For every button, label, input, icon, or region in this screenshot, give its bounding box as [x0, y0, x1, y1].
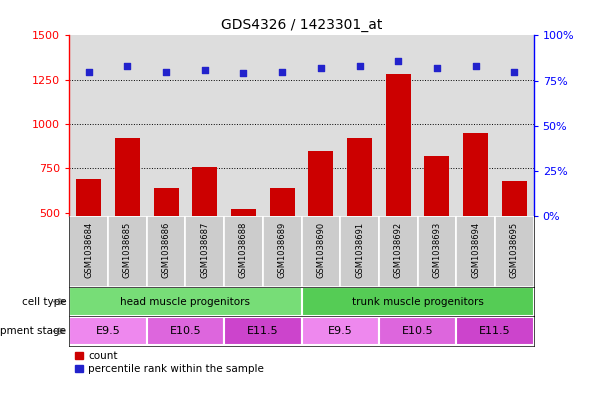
FancyBboxPatch shape	[456, 317, 534, 345]
Text: E11.5: E11.5	[247, 326, 279, 336]
FancyBboxPatch shape	[69, 287, 302, 316]
Bar	[463, 133, 488, 216]
Text: E10.5: E10.5	[169, 326, 201, 336]
Point	[471, 63, 481, 69]
Text: GSM1038690: GSM1038690	[317, 222, 326, 278]
FancyBboxPatch shape	[69, 216, 108, 287]
Text: E10.5: E10.5	[402, 326, 434, 336]
Text: GSM1038686: GSM1038686	[162, 222, 171, 278]
Text: GSM1038689: GSM1038689	[277, 222, 286, 278]
FancyBboxPatch shape	[302, 216, 340, 287]
Point	[239, 70, 248, 77]
Text: GSM1038688: GSM1038688	[239, 222, 248, 278]
Text: GSM1038687: GSM1038687	[200, 222, 209, 278]
FancyBboxPatch shape	[302, 287, 534, 316]
Text: GSM1038692: GSM1038692	[394, 222, 403, 278]
Text: E9.5: E9.5	[328, 326, 353, 336]
Text: E11.5: E11.5	[479, 326, 511, 336]
Bar	[425, 156, 449, 216]
FancyBboxPatch shape	[340, 216, 379, 287]
Text: trunk muscle progenitors: trunk muscle progenitors	[352, 297, 484, 307]
Text: GSM1038691: GSM1038691	[355, 222, 364, 278]
Text: GSM1038693: GSM1038693	[432, 222, 441, 278]
Bar	[76, 179, 101, 216]
FancyBboxPatch shape	[186, 216, 224, 287]
Point	[432, 65, 442, 71]
Bar	[347, 138, 372, 216]
FancyBboxPatch shape	[456, 216, 495, 287]
Point	[277, 68, 287, 75]
Bar	[502, 181, 527, 216]
Point	[200, 66, 210, 73]
Text: head muscle progenitors: head muscle progenitors	[121, 297, 250, 307]
Text: GSM1038684: GSM1038684	[84, 222, 93, 278]
Text: E9.5: E9.5	[96, 326, 121, 336]
Bar	[192, 167, 217, 216]
Text: GSM1038685: GSM1038685	[123, 222, 132, 278]
Text: GSM1038694: GSM1038694	[471, 222, 480, 278]
Text: development stage: development stage	[0, 326, 66, 336]
Title: GDS4326 / 1423301_at: GDS4326 / 1423301_at	[221, 18, 382, 31]
Point	[316, 65, 326, 71]
Point	[161, 68, 171, 75]
FancyBboxPatch shape	[302, 317, 379, 345]
Point	[122, 63, 132, 69]
FancyBboxPatch shape	[224, 216, 263, 287]
FancyBboxPatch shape	[379, 317, 456, 345]
Text: cell type: cell type	[22, 297, 66, 307]
Point	[393, 57, 403, 64]
Bar	[115, 138, 140, 216]
Point	[355, 63, 364, 69]
Text: GSM1038695: GSM1038695	[510, 222, 519, 278]
Bar	[386, 74, 411, 216]
Point	[84, 68, 93, 75]
FancyBboxPatch shape	[108, 216, 147, 287]
Bar	[308, 151, 333, 216]
FancyBboxPatch shape	[147, 216, 186, 287]
FancyBboxPatch shape	[379, 216, 417, 287]
Legend: count, percentile rank within the sample: count, percentile rank within the sample	[75, 351, 264, 374]
FancyBboxPatch shape	[147, 317, 224, 345]
FancyBboxPatch shape	[69, 317, 147, 345]
FancyBboxPatch shape	[417, 216, 456, 287]
FancyBboxPatch shape	[495, 216, 534, 287]
Bar	[270, 188, 295, 216]
Bar	[154, 188, 178, 216]
FancyBboxPatch shape	[224, 317, 302, 345]
FancyBboxPatch shape	[263, 216, 302, 287]
Bar	[231, 209, 256, 216]
Point	[510, 68, 519, 75]
